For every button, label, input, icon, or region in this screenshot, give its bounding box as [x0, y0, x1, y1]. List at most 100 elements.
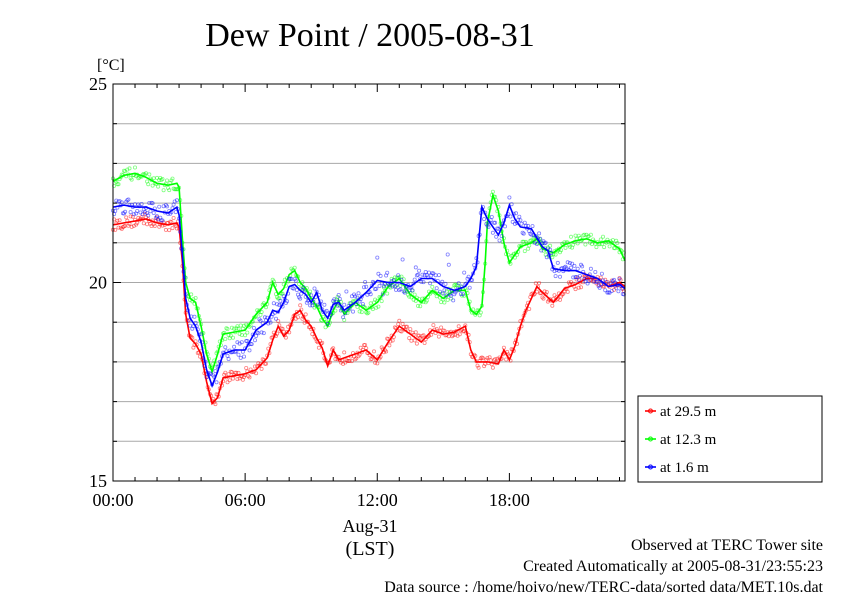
- series-marker: [467, 285, 472, 290]
- series-marker: [303, 312, 308, 317]
- series-marker: [576, 285, 581, 290]
- series-marker: [440, 279, 445, 284]
- series-marker: [486, 224, 491, 229]
- series-marker: [502, 224, 507, 229]
- series-marker: [434, 286, 439, 291]
- series-marker: [113, 227, 118, 232]
- series-marker: [245, 338, 250, 343]
- series-marker: [598, 275, 603, 280]
- series-marker: [442, 300, 447, 305]
- series-marker: [402, 290, 407, 295]
- series-marker: [602, 245, 607, 250]
- series-marker: [163, 227, 168, 232]
- chart-title: Dew Point / 2005-08-31: [205, 17, 535, 54]
- series-marker: [565, 289, 570, 294]
- series-marker: [418, 304, 423, 309]
- series-marker: [292, 265, 297, 270]
- series-marker: [263, 305, 268, 310]
- series-marker: [413, 330, 418, 335]
- series-marker: [232, 326, 237, 331]
- series-marker: [363, 279, 368, 284]
- series-marker: [157, 204, 162, 209]
- series-marker: [504, 357, 509, 362]
- series-marker: [128, 214, 133, 219]
- series-marker: [548, 243, 553, 248]
- series-marker: [235, 377, 240, 382]
- series-marker: [489, 214, 494, 219]
- series-marker: [537, 231, 542, 236]
- series-marker: [448, 293, 453, 298]
- series-marker: [522, 249, 527, 254]
- series-marker: [575, 266, 580, 271]
- series-marker: [499, 234, 504, 239]
- y-tick-label: 15: [89, 471, 107, 491]
- series-marker: [462, 270, 467, 275]
- series-marker: [604, 280, 609, 285]
- series-marker: [309, 293, 314, 298]
- series-marker: [422, 273, 427, 278]
- series-marker: [584, 276, 589, 281]
- series-marker: [369, 283, 374, 288]
- series-marker: [445, 297, 450, 302]
- series-marker: [341, 315, 346, 320]
- series-marker: [451, 333, 456, 338]
- series-marker: [227, 378, 232, 383]
- series-marker: [131, 212, 136, 217]
- series-marker: [419, 279, 424, 284]
- series-marker: [543, 240, 548, 245]
- series-marker: [370, 307, 375, 312]
- series-marker: [579, 285, 584, 290]
- series-marker: [594, 245, 599, 250]
- series-marker: [342, 302, 347, 307]
- series-marker: [234, 326, 239, 331]
- series-marker: [275, 302, 280, 307]
- series-marker: [343, 311, 348, 316]
- series-marker: [293, 278, 298, 283]
- series-marker: [316, 345, 321, 350]
- series-marker: [366, 310, 371, 315]
- series-marker: [358, 345, 363, 350]
- series-marker: [375, 361, 380, 366]
- series-marker: [426, 270, 431, 275]
- series-marker: [497, 238, 502, 243]
- series-marker: [572, 263, 577, 268]
- series-marker: [457, 332, 462, 337]
- series-marker: [576, 277, 581, 282]
- series-marker: [213, 369, 218, 374]
- series-marker: [273, 316, 278, 321]
- series-marker: [228, 333, 233, 338]
- series-marker: [193, 295, 198, 300]
- series-marker: [597, 285, 602, 290]
- series-marker: [444, 293, 449, 298]
- series-marker: [526, 246, 531, 251]
- series-marker: [160, 176, 165, 181]
- series-marker: [573, 287, 578, 292]
- series-marker: [277, 303, 282, 308]
- series-marker: [401, 277, 406, 282]
- series-marker: [558, 274, 563, 279]
- x-tick-label: 12:00: [357, 490, 398, 510]
- series-marker: [530, 224, 535, 229]
- series-marker: [410, 288, 415, 293]
- series-marker: [428, 281, 433, 286]
- series-line: [112, 218, 626, 406]
- series-marker: [147, 172, 152, 177]
- series-marker: [116, 225, 121, 230]
- series-marker: [308, 289, 313, 294]
- series-marker: [400, 257, 405, 262]
- series-marker: [151, 176, 156, 181]
- series-marker: [577, 273, 582, 278]
- footer-observed: Observed at TERC Tower site: [631, 537, 823, 554]
- x-timezone-label: (LST): [346, 538, 395, 560]
- series-marker: [258, 318, 263, 323]
- series-marker: [259, 366, 264, 371]
- legend-label: at 12.3 m: [660, 432, 717, 448]
- series-marker: [377, 283, 382, 288]
- series-marker: [385, 270, 390, 275]
- series-marker: [261, 331, 266, 336]
- series-marker: [442, 288, 447, 293]
- series-marker: [408, 327, 413, 332]
- series-marker: [537, 280, 542, 285]
- series-3: [111, 195, 626, 389]
